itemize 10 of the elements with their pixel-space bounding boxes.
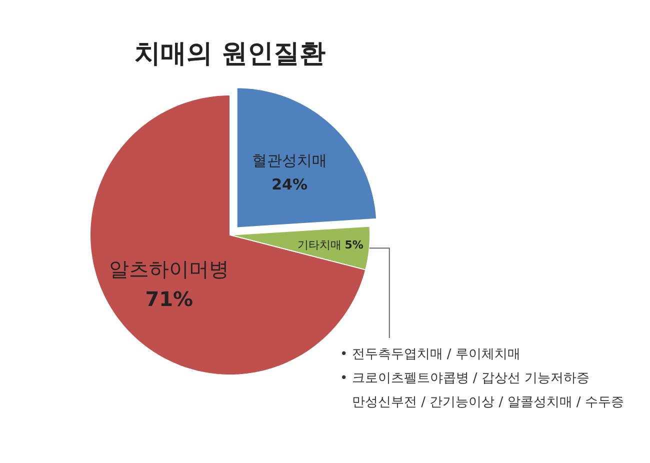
slice-label: 기타치매	[297, 238, 342, 252]
text: • 크로이츠펠트야콥병 / 갑상선 기능저하증	[340, 371, 590, 386]
slice-label: 알츠하이머병	[109, 257, 230, 282]
data-label: 5%	[344, 238, 364, 252]
data-label: 24%	[272, 176, 308, 194]
data-label: 71%	[145, 287, 194, 312]
text: 만성신부전 / 간기능이상 / 알콜성치매 / 수두증	[352, 395, 624, 410]
slice-label: 혈관성치매	[252, 152, 328, 170]
chart-title: 치매의 원인질환	[134, 39, 326, 69]
text: • 전두측두엽치매 / 루이체치매	[340, 347, 520, 362]
